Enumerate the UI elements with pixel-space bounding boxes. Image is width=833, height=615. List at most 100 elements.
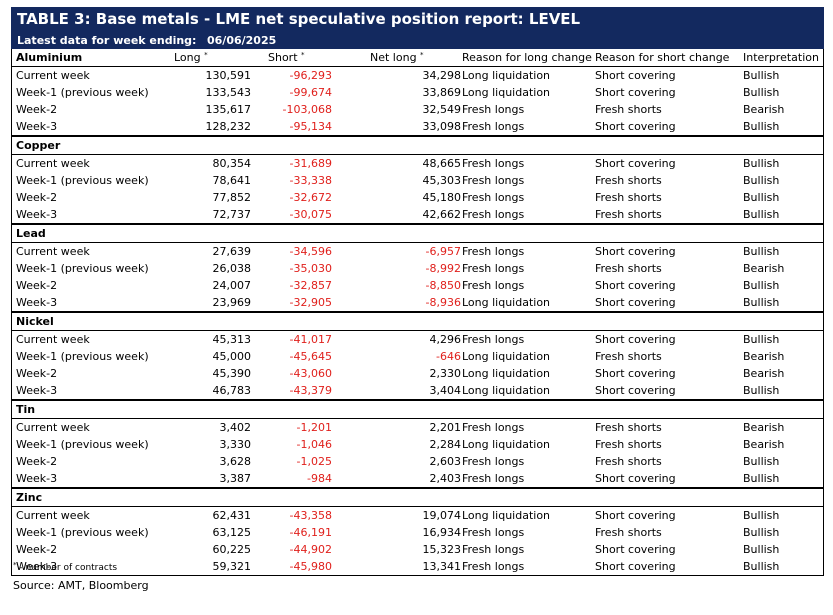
column-reason-short-label: Reason for short change [595, 51, 730, 64]
column-reason-long: Reason for long change [462, 49, 592, 66]
short-cell: -96,293 [289, 69, 332, 82]
short-cell: -43,379 [289, 384, 332, 397]
metal-header-row: Tin [12, 401, 823, 419]
reason-short-cell: Fresh shorts [595, 103, 662, 116]
short-cell: -43,358 [289, 509, 332, 522]
column-interpretation: Interpretation [743, 49, 819, 66]
long-cell: 46,783 [212, 384, 252, 397]
period-cell: Week-3 [16, 472, 58, 485]
short-cell: -41,017 [289, 333, 332, 346]
table-row: Week-2 24,007 -32,857 -8,850 Fresh longs Shor… [12, 277, 823, 294]
period-cell: Week-2 [16, 367, 58, 380]
column-net-long: Net long * [370, 49, 424, 66]
reason-short-cell: Fresh shorts [595, 350, 662, 363]
long-cell: 77,852 [212, 191, 252, 204]
period-cell: Week-2 [16, 455, 58, 468]
net-long-cell: 2,284 [429, 438, 462, 451]
period-cell: Week-3 [16, 296, 58, 309]
net-long-cell: 48,665 [422, 157, 462, 170]
table-row: Week-1 (previous week) 133,543 -99,674 33,8… [12, 84, 823, 101]
footnote: * - number of contracts [13, 561, 117, 573]
column-reason-short: Reason for short change [595, 49, 729, 66]
net-long-cell: -8,936 [425, 296, 461, 309]
metal-name: Lead [16, 227, 46, 240]
period-cell: Current week [16, 421, 90, 434]
net-long-cell: 2,603 [429, 455, 462, 468]
net-long-cell: 34,298 [422, 69, 462, 82]
interpretation-cell: Bullish [743, 384, 780, 397]
reason-long-cell: Fresh longs [462, 455, 525, 468]
net-long-cell: 19,074 [422, 509, 462, 522]
metal-section-lead: Lead Current week 27,639 -34,596 -6,957 Fresh… [11, 224, 824, 312]
reason-long-cell: Fresh longs [462, 191, 525, 204]
footnote-marker: * [420, 51, 424, 59]
short-cell: -45,645 [289, 350, 332, 363]
footnote-marker: * [13, 561, 17, 569]
interpretation-cell: Bullish [743, 191, 780, 204]
table-row: Current week 62,431 -43,358 19,074 Long liqu… [12, 507, 823, 524]
long-cell: 133,543 [205, 86, 252, 99]
reason-long-cell: Fresh longs [462, 262, 525, 275]
period-cell: Week-2 [16, 191, 58, 204]
reason-long-cell: Long liquidation [462, 296, 551, 309]
reason-long-cell: Fresh longs [462, 208, 525, 221]
period-cell: Week-3 [16, 384, 58, 397]
reason-long-cell: Fresh longs [462, 526, 525, 539]
net-long-cell: 33,869 [422, 86, 462, 99]
reason-long-cell: Fresh longs [462, 333, 525, 346]
short-cell: -45,980 [289, 560, 332, 573]
short-cell: -31,689 [289, 157, 332, 170]
period-cell: Week-3 [16, 208, 58, 221]
interpretation-cell: Bullish [743, 509, 780, 522]
long-cell: 130,591 [205, 69, 252, 82]
short-cell: -1,201 [296, 421, 332, 434]
short-cell: -1,025 [296, 455, 332, 468]
metal-header-row: Copper [12, 137, 823, 155]
interpretation-cell: Bullish [743, 174, 780, 187]
long-cell: 45,000 [212, 350, 252, 363]
column-long-label: Long [174, 51, 201, 64]
net-long-cell: 45,180 [422, 191, 462, 204]
net-long-cell: -6,957 [425, 245, 461, 258]
metal-header-row: Aluminium Long * Short * Net long * Reason f… [12, 49, 823, 67]
interpretation-cell: Bullish [743, 472, 780, 485]
table-row: Current week 45,313 -41,017 4,296 Fresh long… [12, 331, 823, 348]
short-cell: -34,596 [289, 245, 332, 258]
net-long-cell: 13,341 [422, 560, 462, 573]
interpretation-cell: Bearish [743, 421, 785, 434]
interpretation-cell: Bullish [743, 157, 780, 170]
table-row: Week-1 (previous week) 63,125 -46,191 16,93… [12, 524, 823, 541]
metal-header-row: Zinc [12, 489, 823, 507]
table-row: Current week 27,639 -34,596 -6,957 Fresh lon… [12, 243, 823, 260]
period-cell: Current week [16, 69, 90, 82]
metal-section-zinc: Zinc Current week 62,431 -43,358 19,074 Long … [11, 488, 824, 576]
long-cell: 80,354 [212, 157, 252, 170]
short-cell: -32,672 [289, 191, 332, 204]
reason-short-cell: Fresh shorts [595, 174, 662, 187]
reason-short-cell: Short covering [595, 384, 676, 397]
reason-short-cell: Short covering [595, 509, 676, 522]
long-cell: 59,321 [212, 560, 252, 573]
reason-long-cell: Fresh longs [462, 174, 525, 187]
table-row: Week-2 3,628 -1,025 2,603 Fresh longs Fresh s… [12, 453, 823, 470]
reason-short-cell: Short covering [595, 120, 676, 133]
reason-short-cell: Short covering [595, 333, 676, 346]
short-cell: -44,902 [289, 543, 332, 556]
reason-long-cell: Fresh longs [462, 157, 525, 170]
period-cell: Week-1 (previous week) [16, 262, 149, 275]
reason-long-cell: Long liquidation [462, 384, 551, 397]
reason-long-cell: Fresh longs [462, 560, 525, 573]
long-cell: 78,641 [212, 174, 252, 187]
net-long-cell: -8,850 [425, 279, 461, 292]
table-row: Week-2 135,617 -103,068 32,549 Fresh longs Fr… [12, 101, 823, 118]
table-row: Week-3 46,783 -43,379 3,404 Long liquidation… [12, 382, 823, 399]
reason-long-cell: Fresh longs [462, 245, 525, 258]
table-row: Week-1 (previous week) 78,641 -33,338 45,30… [12, 172, 823, 189]
table-row: Week-3 59,321 -45,980 13,341 Fresh longs Shor… [12, 558, 823, 575]
long-cell: 3,628 [219, 455, 252, 468]
metal-header-row: Lead [12, 225, 823, 243]
metal-section-aluminium: Aluminium Long * Short * Net long * Reason f… [11, 49, 824, 136]
column-short-label: Short [268, 51, 298, 64]
reason-long-cell: Long liquidation [462, 438, 551, 451]
week-ending-label: Latest data for week ending: [17, 34, 197, 47]
